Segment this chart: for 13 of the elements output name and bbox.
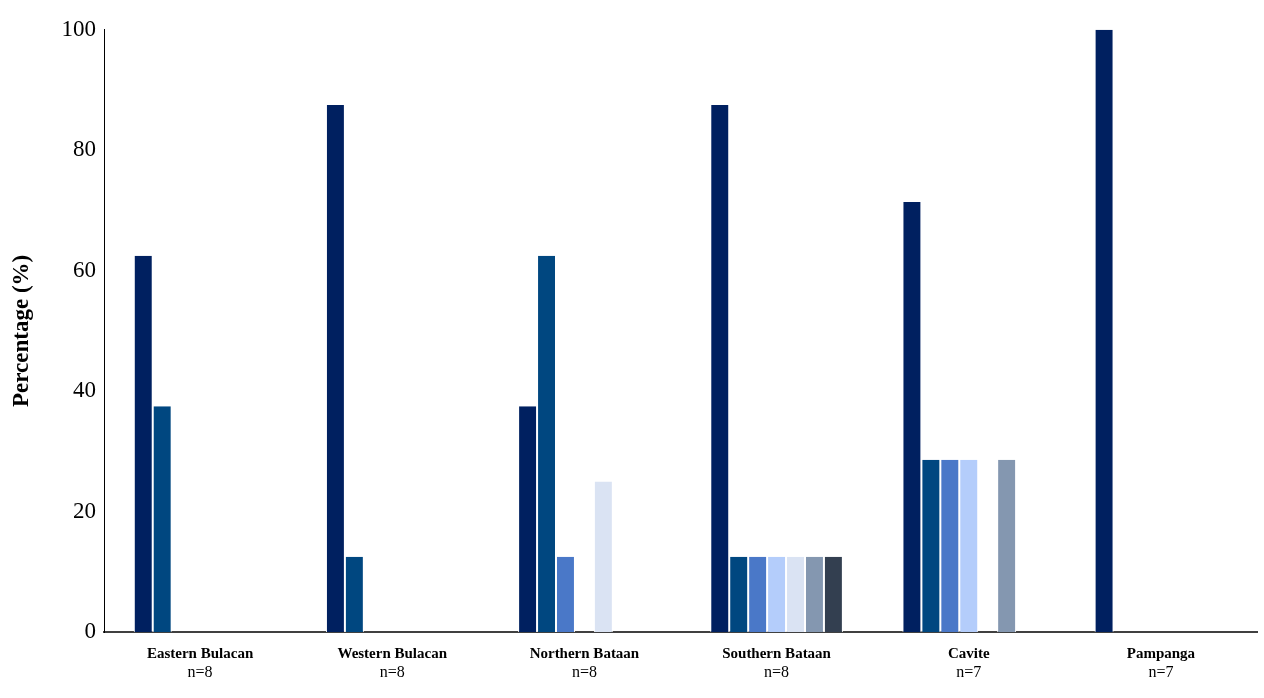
- y-tick-label: 40: [73, 377, 96, 403]
- y-tick-label: 20: [73, 497, 96, 523]
- x-tick-label: Eastern Bulacan n=8: [146, 645, 254, 680]
- x-tick-label: Western Bulacan n=8: [337, 645, 448, 680]
- y-tick-label: 100: [61, 15, 96, 41]
- y-tick-label: 0: [84, 618, 96, 644]
- x-tick-label: Cavite n=7: [947, 645, 990, 680]
- x-tick-label: Pampanga n=7: [1126, 645, 1196, 680]
- x-tick-label: Southern Bataan n=8: [722, 645, 832, 680]
- x-tick-label: Northern Bataan n=8: [529, 645, 640, 680]
- y-tick-label: 60: [73, 256, 96, 282]
- y-tick-label: 80: [73, 136, 96, 162]
- y-axis-title: Percentage (%): [7, 254, 33, 407]
